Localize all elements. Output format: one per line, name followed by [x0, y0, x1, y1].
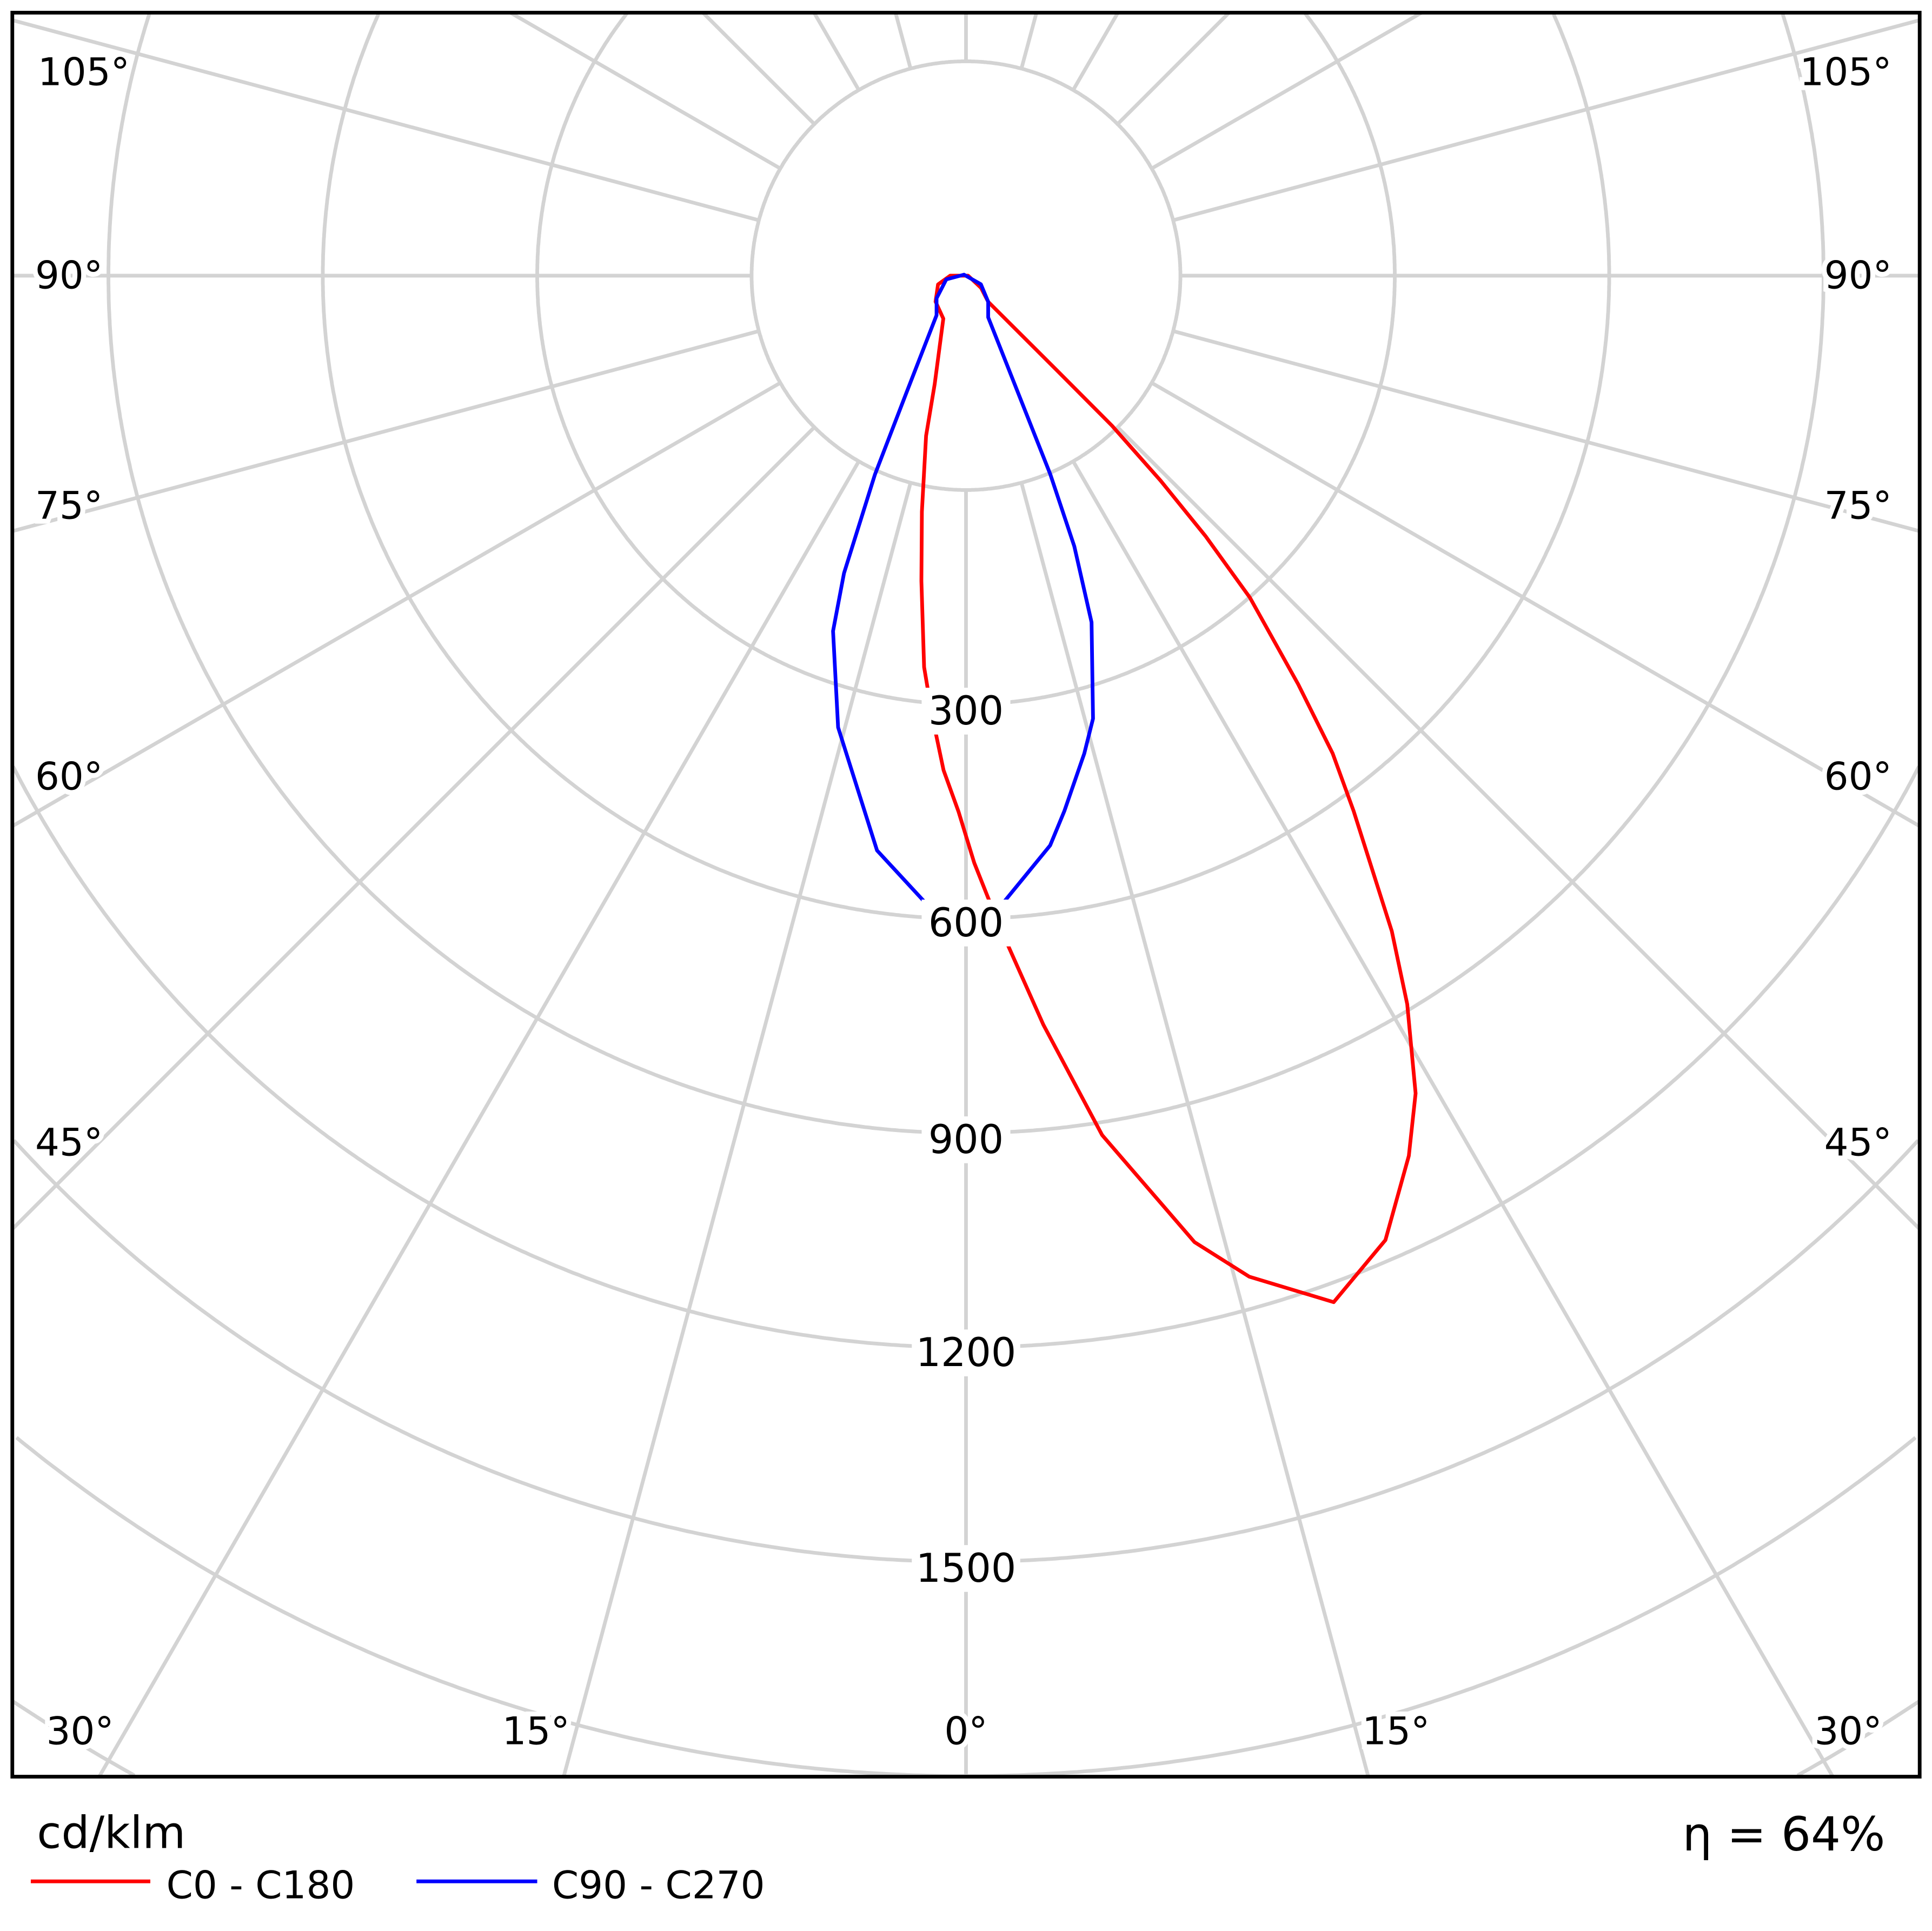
grid-radial-line: [1172, 18, 1920, 222]
angle-label-bottom-30-left: 30°: [47, 1709, 114, 1754]
angle-label-right-105: 105°: [1800, 49, 1891, 94]
grid-radial-line: [701, 12, 816, 126]
grid-circle: [535, 12, 1397, 707]
grid-radial-line: [1071, 12, 1120, 91]
radial-tick-labels: 300 600 900 1200 1500: [912, 688, 1020, 1592]
unit-label: cd/klm: [37, 1808, 185, 1859]
grid-circle: [12, 765, 1920, 1349]
efficiency-label: η = 64%: [1683, 1808, 1885, 1862]
grid-radial-line: [812, 12, 861, 91]
series-curve-c90-c270: [831, 272, 1095, 916]
angle-label-bottom-15-left: 15°: [502, 1709, 570, 1754]
angle-tick-labels: 30° 15° 0° 15° 30° 45° 60° 75° 90° 105° …: [30, 44, 1897, 1759]
tick-label-bg: [921, 688, 1011, 735]
grid-radial-line: [1116, 12, 1231, 126]
tick-label-bg: [912, 1545, 1020, 1592]
angle-label-right-45: 45°: [1824, 1120, 1892, 1164]
grid-radial-line: [509, 12, 781, 170]
angle-label-right-90: 90°: [1824, 252, 1892, 297]
r-tick-label-300: 300: [928, 688, 1004, 734]
grid-radial-line: [1019, 482, 1370, 1777]
grid-radial-line: [1019, 12, 1039, 69]
r-tick-label-1200: 1200: [916, 1330, 1017, 1376]
grid-circle: [12, 1139, 1920, 1564]
grid-radial-line: [562, 482, 913, 1777]
series-layer: [831, 272, 1418, 1304]
angle-label-bottom-30-right: 30°: [1814, 1709, 1882, 1754]
tick-label-bg: [912, 1329, 1020, 1376]
grid-radial-line: [12, 381, 781, 828]
angle-label-left-45: 45°: [35, 1120, 103, 1164]
angle-label-left-75: 75°: [35, 483, 103, 528]
grid-circle: [12, 1700, 1920, 1777]
legend-label-c0-c180: C0 - C180: [167, 1863, 355, 1908]
grid-radial-line: [1071, 460, 1835, 1777]
grid-radial-line: [12, 425, 816, 1231]
grid-circle: [321, 13, 1611, 921]
grid-radial-line: [1151, 12, 1423, 170]
angle-label-left-105: 105°: [38, 49, 130, 94]
legend-label-c90-c270: C90 - C270: [552, 1863, 765, 1908]
grid-radial-line: [893, 12, 913, 69]
grid-radial-line: [1116, 425, 1920, 1231]
grid-circle: [15, 1436, 1917, 1777]
grid-radial-line: [12, 329, 760, 533]
angle-label-bottom-15-right: 15°: [1362, 1709, 1430, 1754]
grid-radial-line: [97, 460, 861, 1777]
grid-radial-line: [12, 18, 760, 222]
series-curve-c0-c180: [919, 274, 1418, 1304]
grid-circle: [107, 14, 1825, 1135]
tick-label-bg: [921, 1116, 1011, 1163]
r-tick-label-600: 600: [928, 900, 1004, 946]
angle-label-bottom-0: 0°: [944, 1709, 987, 1754]
grid-radial-line: [1151, 381, 1920, 828]
angle-label-right-60: 60°: [1824, 754, 1892, 799]
angle-label-right-75: 75°: [1824, 483, 1892, 528]
grid-radial-line: [1172, 329, 1920, 533]
angle-label-left-90: 90°: [35, 252, 103, 297]
r-tick-label-900: 900: [928, 1117, 1004, 1163]
tick-label-bg: [921, 900, 1011, 947]
plot-frame: [10, 11, 1922, 1779]
r-tick-label-1500: 1500: [916, 1546, 1017, 1592]
polar-grid: [12, 12, 1920, 1777]
angle-label-left-60: 60°: [35, 754, 103, 799]
legend: C0 - C180 C90 - C270: [30, 1863, 765, 1908]
